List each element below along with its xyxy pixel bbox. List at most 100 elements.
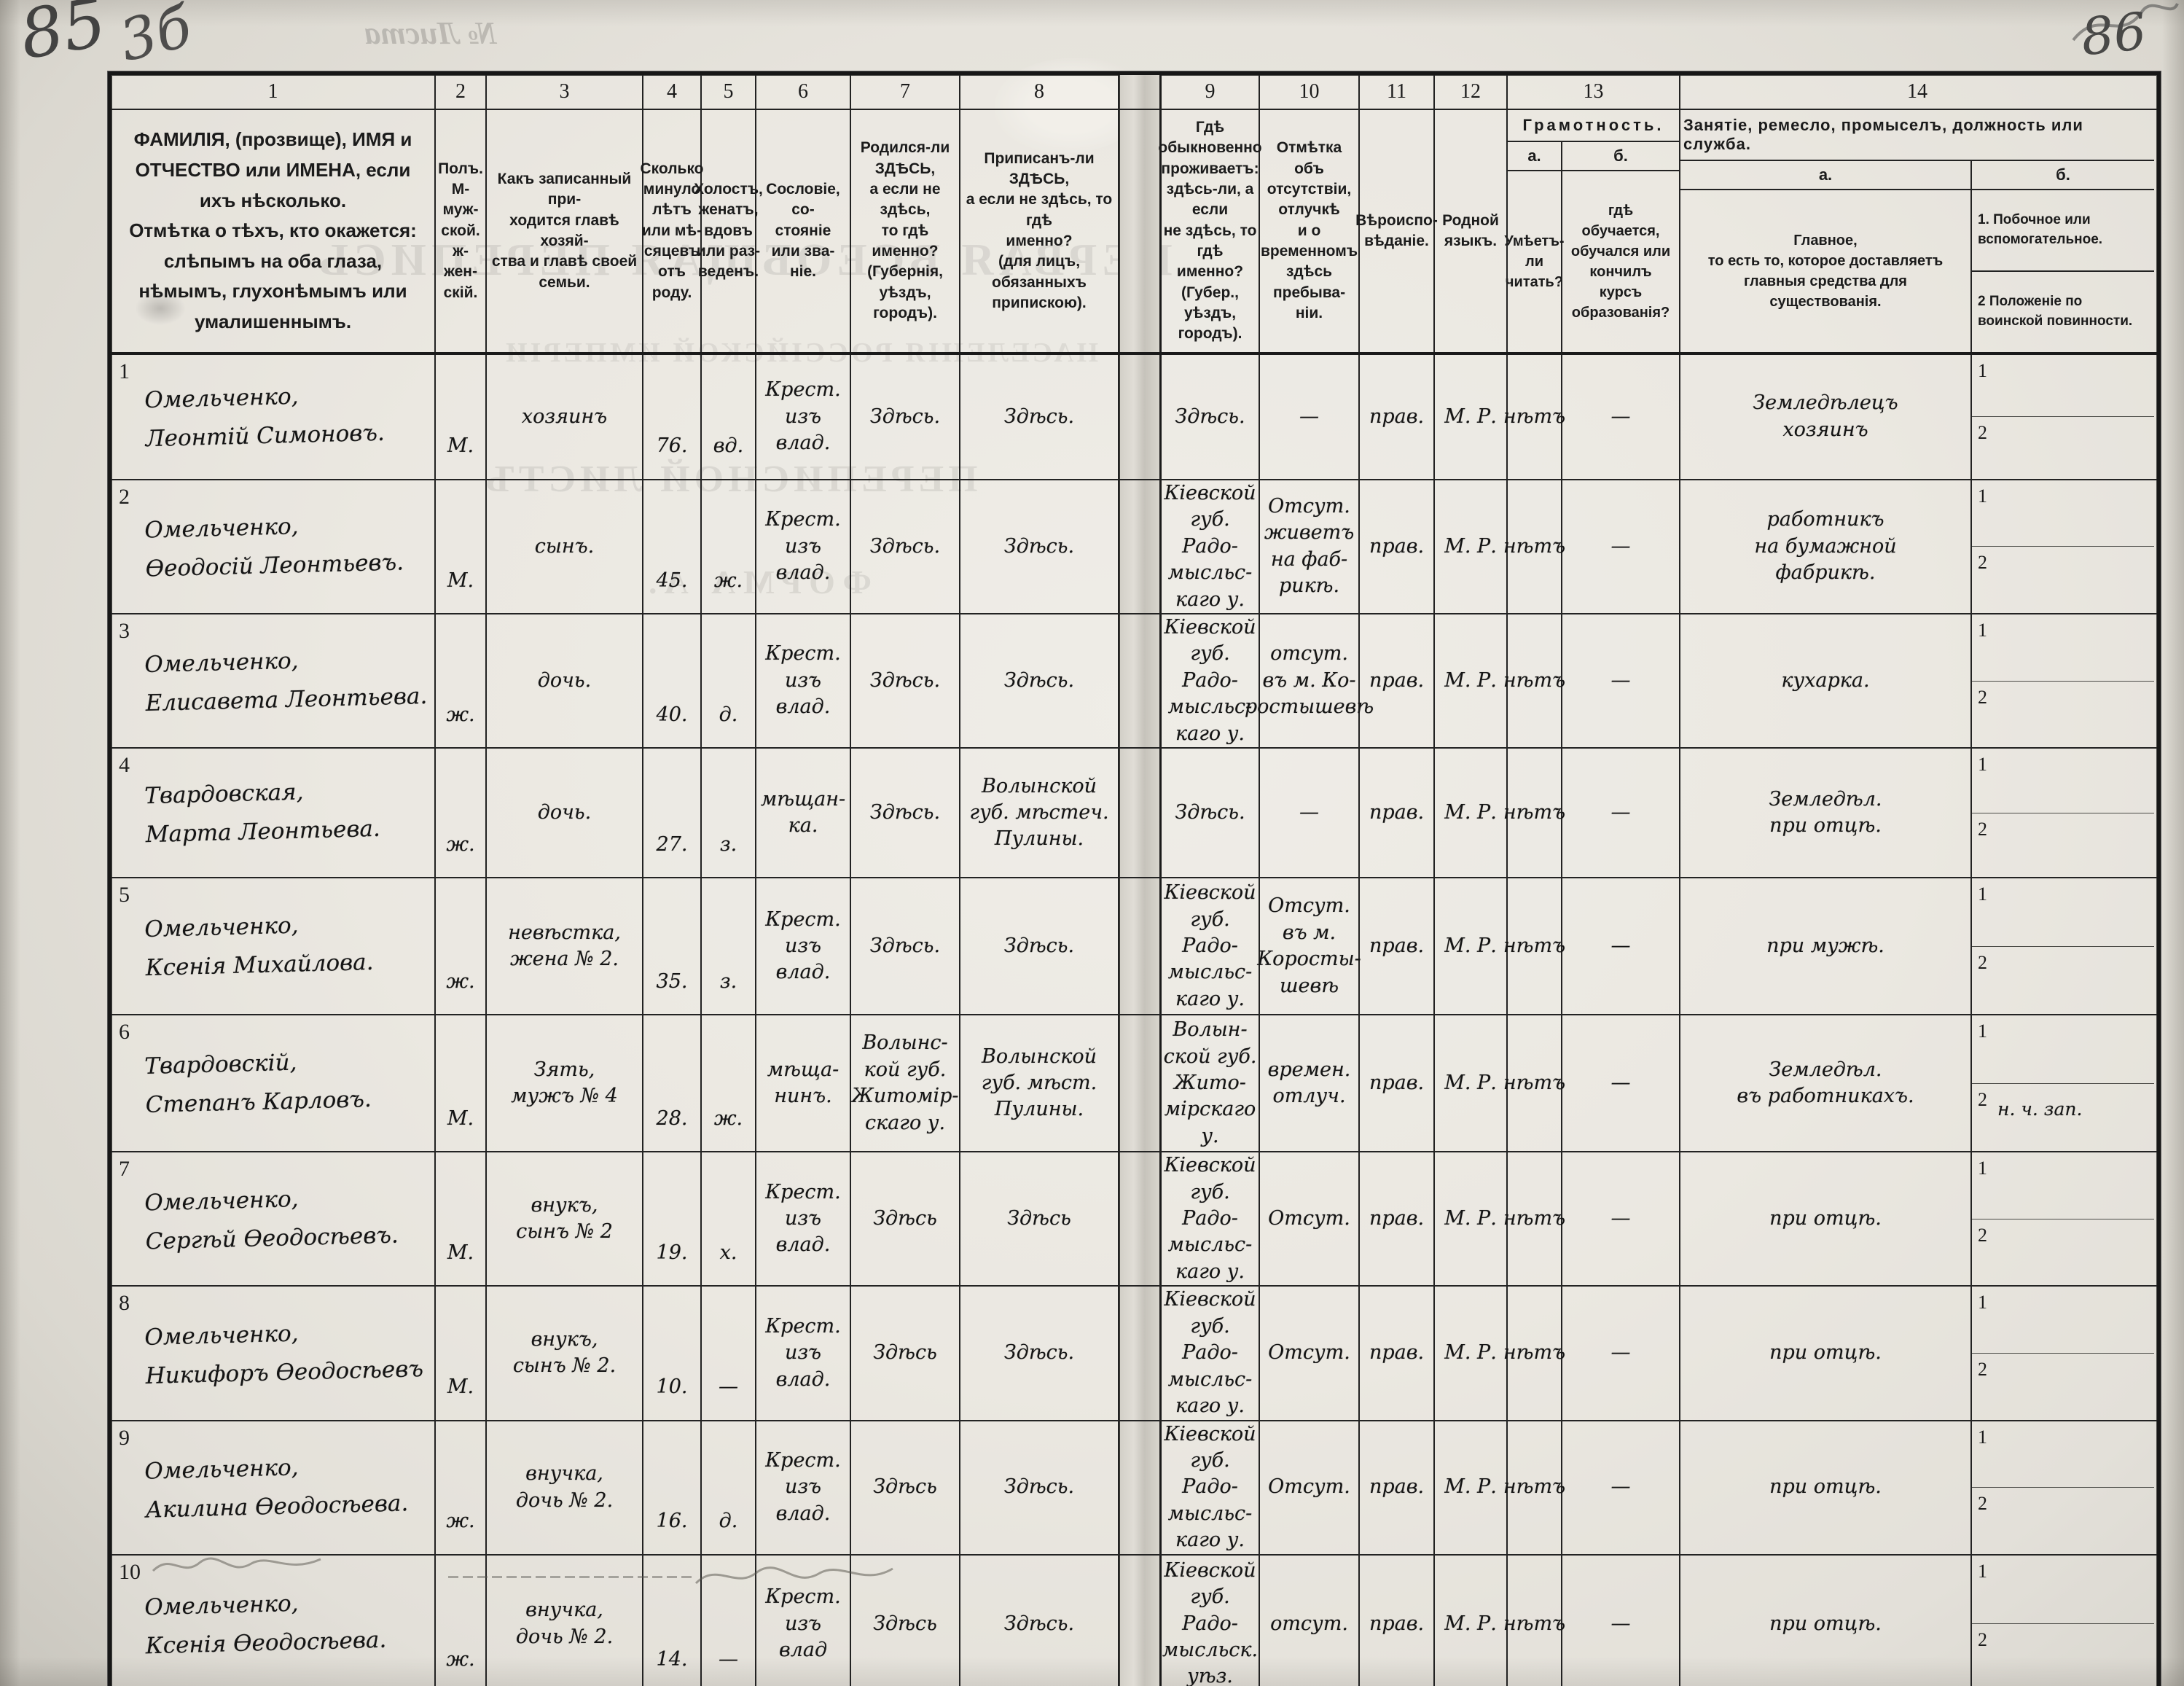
cell-absence-note: Отсут. (1260, 1152, 1360, 1286)
cell-native-language: М. Р. (1435, 1555, 1508, 1686)
header-occupation-a: а. Главное, то есть то, которое доставля… (1680, 161, 1972, 352)
side-occupation-box: 1 (1972, 1152, 2154, 1219)
header-religion: Вѣроиспо- вѣданіе. (1355, 110, 1438, 352)
cell-native-language: М. Р. (1435, 1421, 1508, 1554)
cell-religion: прав. (1360, 1555, 1435, 1686)
cell-age: 19. (643, 1152, 702, 1286)
colnum-9: 9 (1162, 75, 1260, 109)
colnum-10: 10 (1260, 75, 1360, 109)
cell-estate: мѣщан- ка. (756, 749, 851, 878)
military-status-box: 2 (1972, 416, 2154, 479)
cell-sex: М. (436, 480, 487, 613)
cell-marital-status: д. (702, 614, 756, 748)
cell-estate: Крест. изъ влад. (756, 614, 851, 748)
cell-residence: Кіевской губ. Радо- мысльс- каго у. (1162, 1421, 1260, 1554)
cell-age: 14. (643, 1555, 702, 1686)
cell-residence: Волын- ской губ. Жито- мірскаго у. (1162, 1015, 1260, 1152)
colnum-6: 6 (756, 75, 851, 109)
cell-literacy: нѣтъ (1503, 1015, 1565, 1152)
cell-registration: Здѣсь. (960, 878, 1119, 1015)
cell-estate: Крест. изъ влад (756, 1555, 851, 1686)
cell-sex: ж. (436, 878, 487, 1015)
table-row: 10 Омельченко, Ксенія Ѳеодосѣева. ж. вну… (111, 1555, 2157, 1686)
printed-numeral-1: 1 (1978, 1560, 1987, 1582)
table-row: 4 Твардовская, Марта Леонтьева. ж. дочь.… (111, 749, 2157, 879)
cell-absence-note: Отсут. (1260, 1421, 1360, 1554)
cell-occupation-side: 1 2 (1972, 614, 2154, 747)
cell-marital-status: — (702, 1287, 756, 1420)
cell-absence-note: Отсут. въ м. Коросты- шевѣ (1257, 878, 1361, 1015)
cell-estate: Крест. изъ влад. (756, 1421, 851, 1554)
printed-numeral-2: 2 (1978, 686, 1987, 708)
cell-registration: Волынской губ. мѣст. Пулины. (960, 1015, 1119, 1152)
colnum-2: 2 (436, 75, 487, 109)
cell-estate: Крест. изъ влад. (756, 354, 851, 479)
cell-relation: внукъ, сынъ № 2. (487, 1287, 643, 1420)
table-row: 7 Омельченко, Сергѣй Ѳеодосѣевъ. М. внук… (111, 1152, 2157, 1287)
cell-marital-status: х. (702, 1152, 756, 1286)
row-number: 10 (119, 1559, 141, 1584)
person-name: Омельченко, Сергѣй Ѳеодосѣевъ. (144, 1185, 399, 1254)
cell-education: — (1562, 480, 1680, 613)
person-name: Омельченко, Ксенія Михайлова. (144, 913, 374, 982)
military-status-box: 2 н. ч. зап. (1972, 1082, 2154, 1152)
cell-registration: Здѣсь (960, 1152, 1119, 1286)
person-name: Омельченко, Леонтій Симоновъ. (144, 383, 385, 453)
cell-education: — (1562, 354, 1680, 479)
header-literacy-group: Грамотность. а. Умѣетъ- ли читать? б. гд… (1504, 110, 1680, 352)
cell-registration: Здѣсь. (960, 480, 1119, 613)
cell-relation: внучка, дочь № 2. (487, 1555, 643, 1686)
column-number-row: 1 2 3 4 5 6 7 8 9 10 11 12 13 14 (111, 75, 2157, 110)
side-occupation-box: 1 (1972, 1287, 2154, 1353)
cell-age: 27. (643, 749, 702, 878)
printed-numeral-1: 1 (1978, 883, 1987, 905)
cell-education: — (1562, 878, 1680, 1015)
cell-age: 40. (643, 614, 702, 748)
cell-literacy: нѣтъ (1503, 354, 1565, 479)
header-sex: Полъ. М-муж- ской. ж-жен- скій. (436, 110, 487, 352)
table-row: 6 Твардовскій, Степанъ Карловъ. М. Зять,… (111, 1015, 2157, 1153)
table-row: 9 Омельченко, Акилина Ѳеодосѣева. ж. вну… (111, 1421, 2157, 1556)
cell-estate: Крест. изъ влад. (756, 878, 851, 1015)
cell-occupation-main: кухарка. (1680, 614, 1972, 748)
label-a: а. (1680, 161, 1970, 190)
cell-absence-note: — (1260, 749, 1360, 878)
cell-native-language: М. Р. (1435, 749, 1508, 878)
cell-registration: Здѣсь. (960, 1421, 1119, 1554)
cell-age: 45. (643, 480, 702, 613)
header-can-read: Умѣетъ- ли читать? (1504, 233, 1565, 290)
cell-sex: ж. (436, 1555, 487, 1686)
cell-relation: сынъ. (487, 480, 643, 613)
cell-absence-note: времен. отлуч. (1260, 1015, 1360, 1152)
cell-residence: Кіевской губ. Радо- мысльс- каго у. (1162, 614, 1260, 748)
colnum-12: 12 (1435, 75, 1508, 109)
cell-registration: Здѣсь. (960, 1287, 1119, 1420)
cell-education: — (1562, 1152, 1680, 1286)
cell-native-language: М. Р. (1435, 878, 1508, 1015)
military-status-box: 2 (1972, 1218, 2154, 1286)
table-row: 1 Омельченко, Леонтій Симоновъ. М. хозяи… (111, 354, 2157, 480)
row-number: 6 (119, 1020, 130, 1045)
cell-marital-status: з. (702, 878, 756, 1015)
header-age: Сколько минуло лѣтъ или мѣ- сяцевъ отъ р… (641, 110, 704, 352)
cell-relation: дочь. (487, 614, 643, 748)
row-number: 4 (119, 753, 130, 778)
colnum-5: 5 (702, 75, 756, 109)
colnum-8: 8 (960, 75, 1119, 109)
cell-religion: прав. (1360, 614, 1435, 748)
cell-occupation-side: 1 2 (1972, 749, 2154, 877)
cell-absence-note: отсут. въ м. Ко- ростышевѣ (1245, 614, 1374, 748)
cell-name: 9 Омельченко, Акилина Ѳеодосѣева. (111, 1421, 436, 1554)
cell-age: 28. (643, 1015, 702, 1152)
cell-absence-note: Отсут. (1260, 1287, 1360, 1420)
cell-registration: Здѣсь. (960, 1555, 1119, 1686)
header-literacy-a: а. Умѣетъ- ли читать? (1504, 142, 1565, 352)
header-military-status: 2 Положеніе по воинской повинности. (1978, 294, 2133, 329)
header-row: ФАМИЛІЯ, (прозвище), ИМЯ и ОТЧЕСТВО или … (111, 110, 2157, 355)
cell-occupation-main: при отцѣ. (1680, 1421, 1972, 1554)
header-occupation-b: б. 1. Побочное или вспомогательное. 2 По… (1972, 161, 2154, 352)
side-occupation-box: 1 (1972, 355, 2154, 417)
person-name: Твардовскій, Степанъ Карловъ. (144, 1050, 372, 1119)
footer-handwriting-mark (152, 1557, 321, 1572)
cell-relation: Зять, мужъ № 4 (487, 1015, 643, 1152)
